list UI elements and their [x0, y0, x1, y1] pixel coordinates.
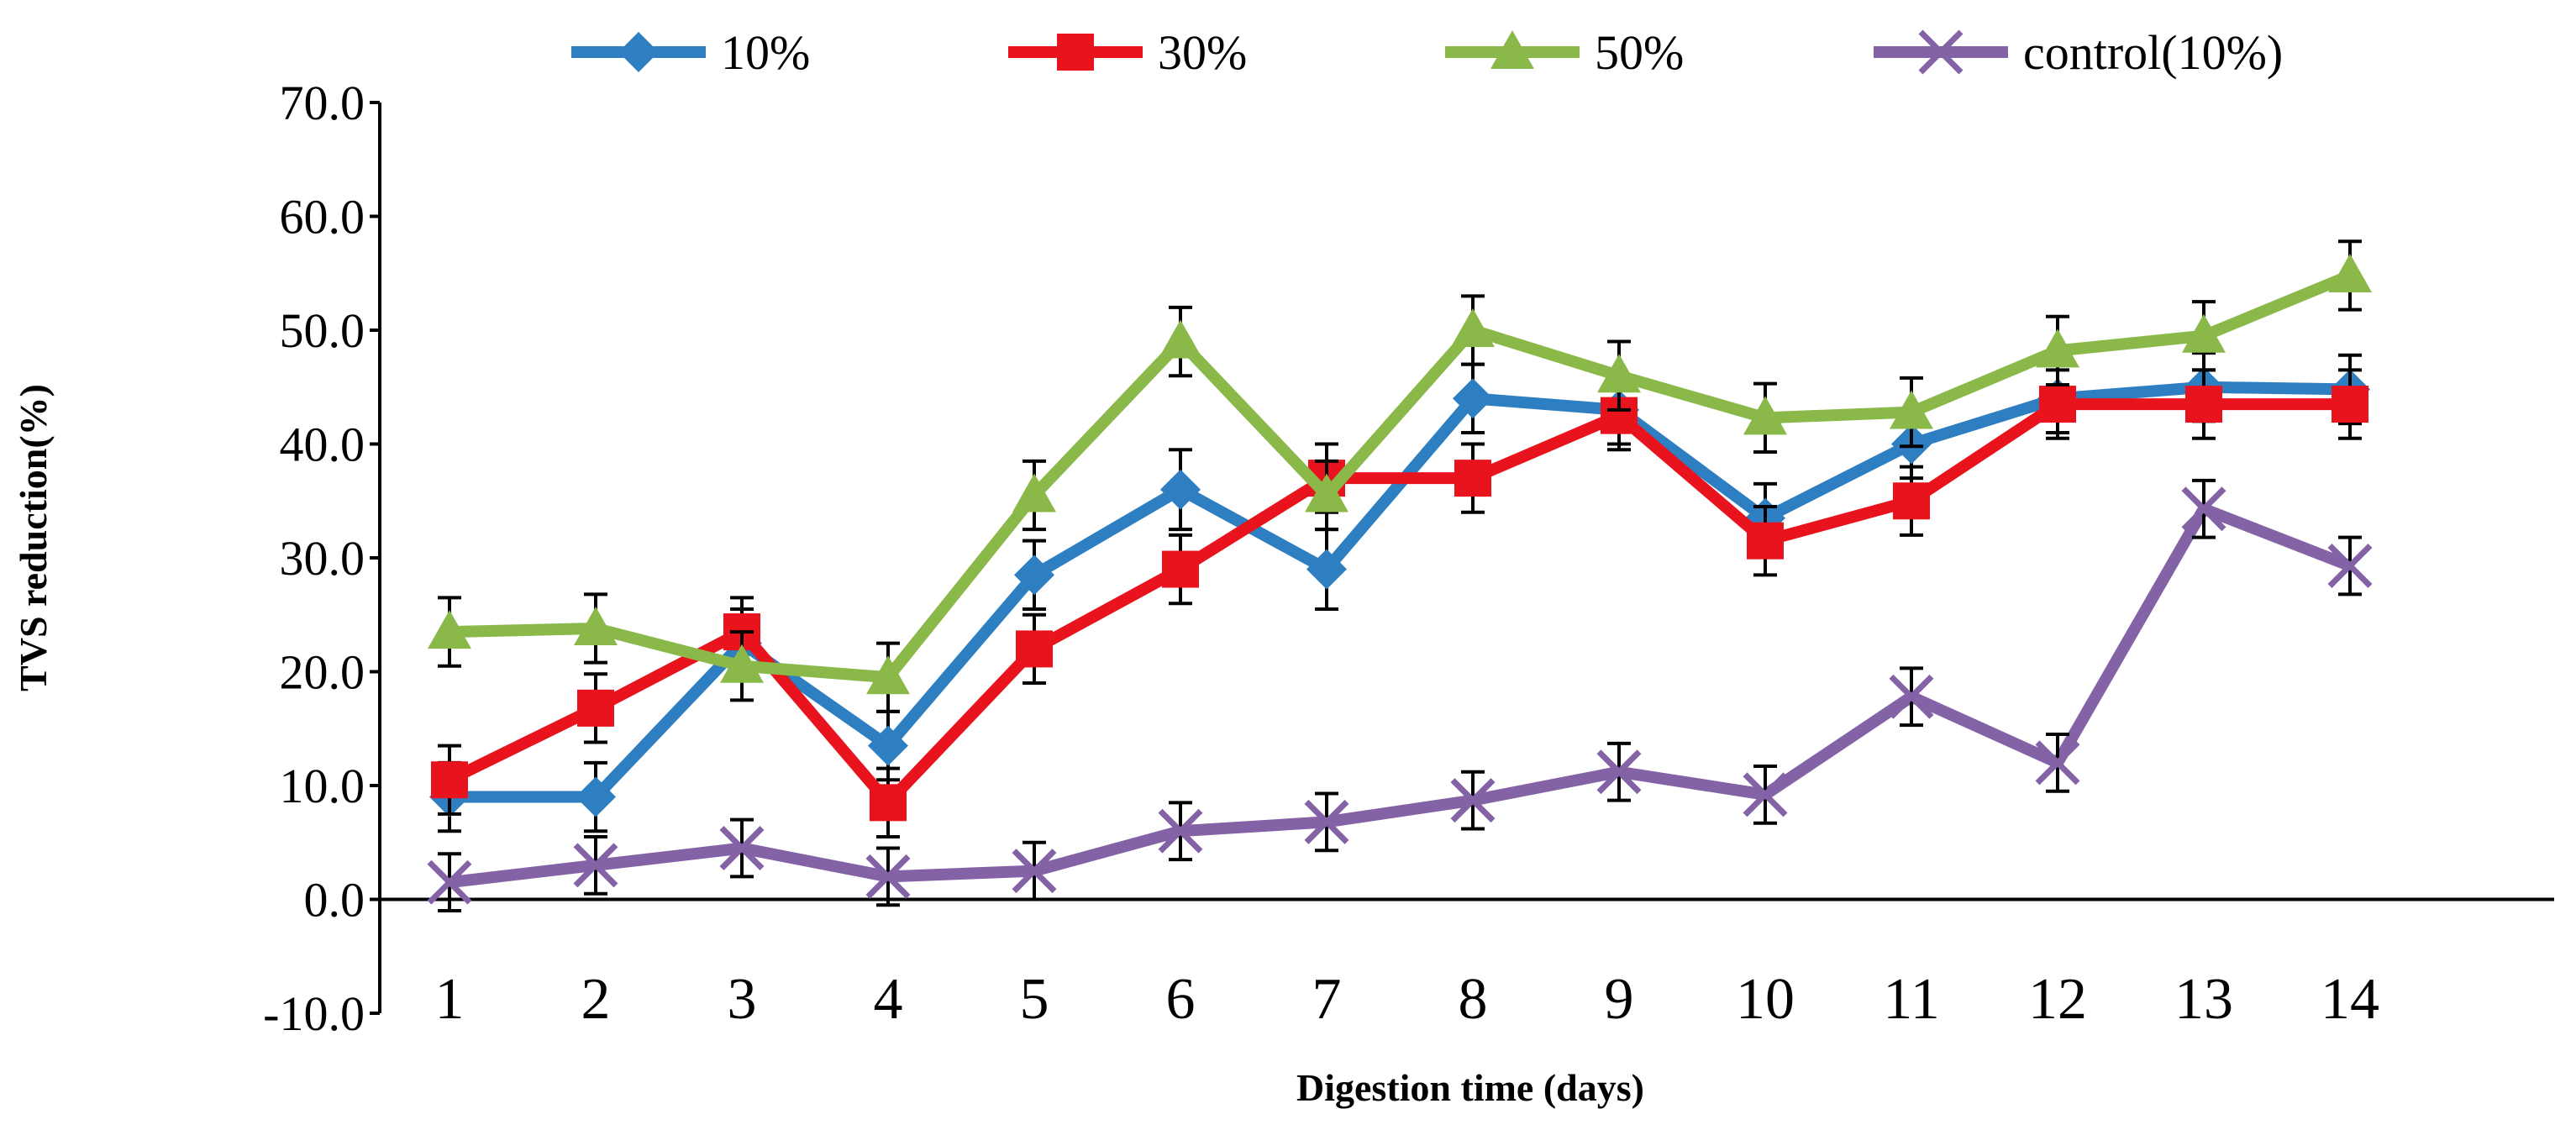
- x-tick-label: 10: [1736, 967, 1795, 1032]
- data-point: [1454, 460, 1491, 497]
- data-point: [868, 725, 908, 766]
- data-point: [1596, 749, 1642, 795]
- x-axis-title: Digestion time (days): [1296, 1066, 1644, 1109]
- data-point: [1453, 378, 1493, 419]
- y-tick-label: 0.0: [304, 873, 365, 928]
- data-point: [1597, 354, 1641, 393]
- x-axis: 1 2 3 4 5 6 7 8 9 10 11 12 13 14: [380, 897, 2554, 1032]
- legend: 10% 30% 50% control(10%): [571, 25, 2283, 80]
- data-point: [1012, 473, 1056, 512]
- x-tick-label: 7: [1312, 967, 1342, 1032]
- data-point: [2327, 544, 2373, 588]
- y-tick-label: 70.0: [280, 76, 365, 130]
- legend-label: 10%: [721, 25, 810, 80]
- series-30: [431, 368, 2368, 838]
- data-point: [1743, 396, 1787, 435]
- y-tick-label: 50.0: [280, 303, 365, 358]
- data-point: [1451, 308, 1495, 347]
- data-point: [431, 761, 468, 799]
- data-point: [428, 610, 471, 649]
- x-tick-label: 14: [2321, 967, 2379, 1032]
- data-point: [1162, 550, 1199, 588]
- data-point: [1014, 554, 1054, 596]
- data-point: [719, 826, 765, 870]
- data-point: [1890, 390, 1933, 429]
- data-point: [573, 843, 618, 888]
- x-tick-label: 8: [1459, 967, 1488, 1032]
- x-tick-label: 1: [435, 967, 465, 1032]
- data-point: [1450, 778, 1496, 823]
- data-point: [2332, 386, 2368, 423]
- legend-label: 50%: [1595, 25, 1684, 80]
- data-point: [865, 854, 911, 899]
- data-point: [1160, 469, 1201, 510]
- data-point: [1743, 772, 1788, 817]
- legend-marker: [1918, 29, 1964, 75]
- data-point: [1306, 549, 1347, 590]
- legend-item: 30%: [1008, 25, 1247, 80]
- legend-item: 10%: [571, 25, 810, 80]
- legend-marker: [1057, 34, 1094, 71]
- legend-marker: [618, 32, 659, 72]
- series-line: [449, 502, 2353, 889]
- y-tick-label: -10.0: [263, 986, 365, 1041]
- data-point: [720, 644, 764, 683]
- y-tick-label: 60.0: [280, 190, 365, 244]
- x-tick-label: 13: [2174, 967, 2233, 1032]
- x-tick-label: 2: [581, 967, 611, 1032]
- data-point: [1747, 522, 1784, 560]
- data-point: [1305, 473, 1348, 512]
- legend-label: control(10%): [2023, 25, 2283, 80]
- data-point: [2181, 486, 2226, 532]
- data-point: [577, 689, 614, 727]
- legend-item: 50%: [1445, 25, 1684, 80]
- data-point: [866, 655, 910, 695]
- legend-marker: [1490, 30, 1534, 69]
- series-50: [428, 239, 2372, 713]
- series-10: [429, 351, 2370, 833]
- series-control-10: [427, 478, 2373, 913]
- data-point: [427, 859, 472, 905]
- series-line: [446, 398, 2350, 809]
- data-point: [574, 607, 618, 646]
- data-point: [2036, 328, 2079, 368]
- y-tick-label: 10.0: [280, 759, 365, 813]
- plot-area: [427, 239, 2373, 913]
- y-tick-label: 30.0: [280, 531, 365, 586]
- y-tick-label: 40.0: [280, 418, 365, 472]
- x-tick-label: 12: [2028, 967, 2087, 1032]
- data-point: [2185, 386, 2222, 423]
- x-tick-label: 3: [728, 967, 757, 1032]
- data-point: [2182, 313, 2226, 353]
- data-point: [1159, 319, 1202, 359]
- data-point: [1012, 849, 1057, 894]
- data-point: [1889, 674, 1934, 719]
- x-tick-label: 5: [1020, 967, 1049, 1032]
- y-axis: -10.0 0.0 10.0 20.0 30.0 40.0 50.0 60.0 70.0: [263, 76, 381, 1041]
- data-point: [870, 784, 907, 822]
- x-tick-label: 11: [1883, 967, 1939, 1032]
- x-tick-label: 6: [1166, 967, 1196, 1032]
- data-point: [2035, 740, 2080, 786]
- data-point: [1893, 482, 1930, 520]
- series-line: [449, 270, 2353, 684]
- y-tick-label: 20.0: [280, 645, 365, 700]
- data-point: [576, 776, 616, 817]
- data-point: [2039, 386, 2076, 423]
- legend-label: 30%: [1158, 25, 1247, 80]
- data-point: [1158, 808, 1203, 854]
- x-tick-label: 4: [874, 967, 903, 1032]
- data-point: [1016, 630, 1053, 668]
- data-point: [1304, 799, 1349, 844]
- y-axis-title: TVS reduction(%): [12, 384, 55, 691]
- data-point: [2328, 253, 2372, 292]
- legend-item: control(10%): [1874, 25, 2283, 80]
- x-tick-label: 9: [1605, 967, 1634, 1032]
